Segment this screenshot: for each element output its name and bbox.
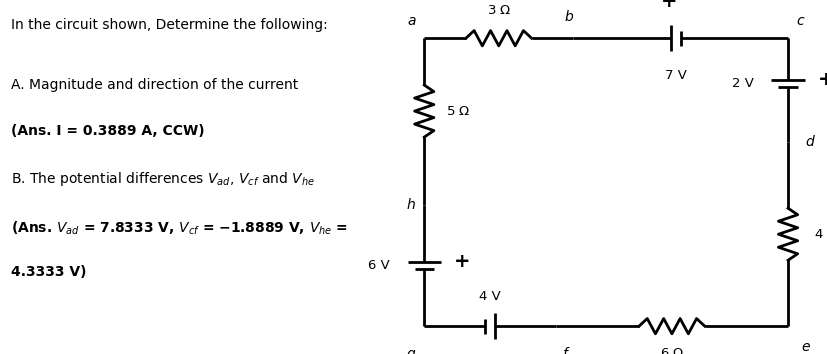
Text: d: d xyxy=(805,135,815,149)
Text: 7 V: 7 V xyxy=(666,69,687,82)
Text: h: h xyxy=(407,198,415,212)
Text: e: e xyxy=(801,340,810,354)
Text: (Ans. I = 0.3889 A, CCW): (Ans. I = 0.3889 A, CCW) xyxy=(12,124,205,138)
Text: 6 $\Omega$: 6 $\Omega$ xyxy=(660,347,684,354)
Text: 6 V: 6 V xyxy=(368,259,390,272)
Text: f: f xyxy=(562,347,567,354)
Text: +: + xyxy=(818,70,827,89)
Text: c: c xyxy=(797,14,805,28)
Text: g: g xyxy=(407,347,415,354)
Text: 3 $\Omega$: 3 $\Omega$ xyxy=(486,4,511,17)
Text: 4 V: 4 V xyxy=(479,290,501,303)
Text: 5 $\Omega$: 5 $\Omega$ xyxy=(447,104,471,118)
Text: 4 $\Omega$: 4 $\Omega$ xyxy=(815,228,827,241)
Text: +: + xyxy=(661,0,677,11)
Text: 4.3333 V): 4.3333 V) xyxy=(12,266,87,280)
Text: a: a xyxy=(407,14,415,28)
Text: In the circuit shown, Determine the following:: In the circuit shown, Determine the foll… xyxy=(12,18,328,32)
Text: B. The potential differences $V_{ad}$, $V_{cf}$ and $V_{he}$: B. The potential differences $V_{ad}$, $… xyxy=(12,170,316,188)
Text: b: b xyxy=(565,10,573,24)
Text: A. Magnitude and direction of the current: A. Magnitude and direction of the curren… xyxy=(12,78,299,92)
Text: +: + xyxy=(454,252,471,271)
Text: (Ans. $V_{ad}$ = 7.8333 V, $V_{cf}$ = −1.8889 V, $V_{he}$ =: (Ans. $V_{ad}$ = 7.8333 V, $V_{cf}$ = −1… xyxy=(12,219,348,237)
Text: 2 V: 2 V xyxy=(732,77,754,90)
